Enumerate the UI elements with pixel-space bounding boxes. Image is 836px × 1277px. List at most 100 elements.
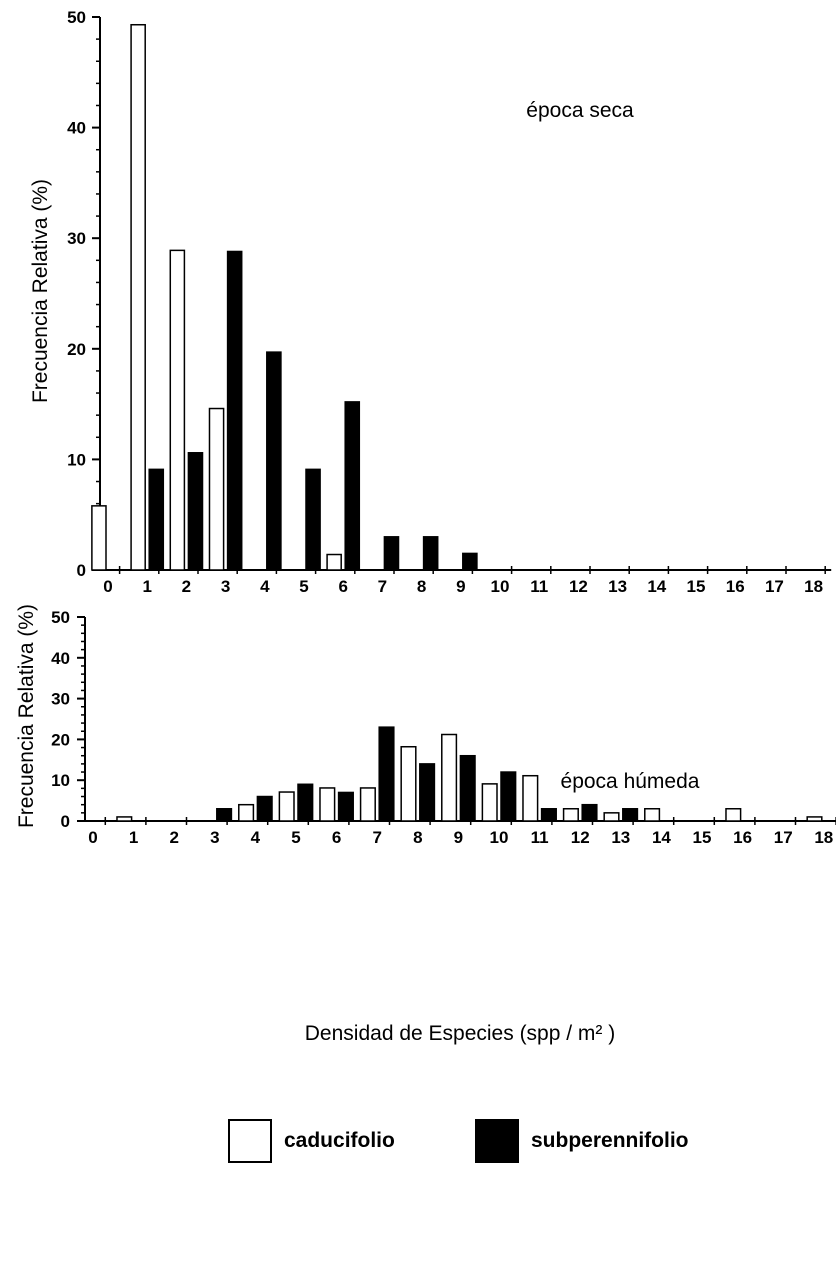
x-tick-label: 12 [569,577,588,596]
y-tick-label: 10 [67,450,86,469]
bar-subperennifolio [459,754,476,822]
y-tick-label: 20 [67,340,86,359]
x-tick-label: 14 [647,577,666,596]
figure: época seca Frecuencia Relativa (%) 01020… [15,8,836,1045]
bar-subperennifolio [540,808,557,822]
bar-caducifolio [562,808,579,822]
bar-subperennifolio [462,552,478,571]
x-tick-label: 11 [530,577,548,596]
x-tick-label: 7 [372,828,381,847]
bar-caducifolio [169,249,186,571]
x-tick-label: 5 [299,577,308,596]
y-tick-label: 50 [67,8,86,27]
x-tick-label: 13 [611,828,630,847]
bar-caducifolio [359,787,376,822]
x-tick-label: 12 [571,828,590,847]
x-tick-label: 17 [774,828,793,847]
legend-label: subperennifolio [531,1129,689,1152]
bar-subperennifolio [622,808,639,822]
x-tick-label: 1 [142,577,151,596]
y-tick-label: 40 [51,649,70,668]
bar-caducifolio [238,803,255,822]
bar-caducifolio [481,783,498,822]
bar-caducifolio [441,733,458,822]
bar-caducifolio [400,745,417,822]
x-tick-label: 10 [490,828,509,847]
x-tick-label: 16 [726,577,745,596]
legend-item-caducifolio: caducifolio [228,1115,395,1167]
legend-swatch-subperennifolio [475,1119,519,1163]
chart-annotation: época húmeda [561,770,700,793]
y-tick-label: 40 [67,119,86,138]
x-tick-label: 0 [103,577,112,596]
bar-subperennifolio [344,401,361,571]
x-tick-label: 0 [88,828,97,847]
bar-caducifolio [806,816,823,822]
bar-subperennifolio [419,763,436,822]
bar-caducifolio [603,812,620,822]
bar-caducifolio [278,791,295,822]
bar-caducifolio [91,505,107,571]
bar-subperennifolio [266,351,282,571]
y-tick-label: 50 [51,608,70,627]
x-tick-label: 14 [652,828,671,847]
bar-subperennifolio [148,468,165,571]
x-tick-label: 18 [804,577,823,596]
x-tick-label: 16 [733,828,752,847]
x-tick-label: 5 [291,828,300,847]
x-tick-label: 8 [413,828,422,847]
chart-wet-season: época húmeda Frecuencia Relativa (%) Den… [15,604,836,1045]
legend: caducifolio subperennifolio [0,1115,836,1175]
x-tick-label: 8 [417,577,426,596]
x-tick-label: 4 [260,577,270,596]
legend-swatch-caducifolio [228,1119,272,1163]
bar-caducifolio [116,816,133,822]
x-tick-label: 15 [693,828,712,847]
x-tick-label: 1 [129,828,138,847]
legend-label: caducifolio [284,1129,395,1152]
bar-subperennifolio [422,536,439,571]
x-tick-label: 3 [210,828,219,847]
chart-annotation: época seca [526,99,634,122]
bar-subperennifolio [378,726,395,822]
x-tick-label: 2 [169,828,178,847]
x-tick-label: 9 [454,828,463,847]
x-tick-label: 18 [814,828,833,847]
x-tick-label: 10 [491,577,510,596]
bar-subperennifolio [226,250,243,571]
x-tick-label: 6 [338,577,347,596]
x-tick-label: 2 [182,577,191,596]
x-tick-label: 13 [608,577,627,596]
x-tick-label: 9 [456,577,465,596]
bar-subperennifolio [297,783,314,822]
bar-subperennifolio [581,803,598,822]
bar-caducifolio [130,23,146,571]
bar-caducifolio [644,808,661,822]
x-tick-label: 11 [531,828,549,847]
bar-subperennifolio [305,468,321,571]
bar-caducifolio [319,787,336,822]
bar-caducifolio [208,407,225,571]
bar-caducifolio [326,553,342,571]
x-tick-label: 17 [765,577,784,596]
legend-item-subperennifolio: subperennifolio [475,1115,689,1167]
bar-subperennifolio [256,795,273,822]
x-axis-label: Densidad de Especies (spp / m² ) [305,1022,615,1045]
y-tick-label: 10 [51,771,70,790]
bar-caducifolio [725,808,742,822]
y-tick-label: 30 [51,690,70,709]
bar-subperennifolio [216,808,233,822]
x-tick-label: 6 [332,828,341,847]
bar-subperennifolio [500,771,517,822]
bar-subperennifolio [383,536,400,571]
bar-subperennifolio [187,452,204,571]
bar-caducifolio [522,774,539,822]
chart-dry-season: época seca Frecuencia Relativa (%) 01020… [29,8,832,596]
y-tick-label: 0 [77,561,86,580]
y-tick-label: 20 [51,730,70,749]
x-tick-label: 3 [221,577,230,596]
x-tick-label: 15 [687,577,706,596]
y-tick-label: 30 [67,229,86,248]
bar-subperennifolio [337,791,354,822]
y-tick-label: 0 [61,812,70,831]
